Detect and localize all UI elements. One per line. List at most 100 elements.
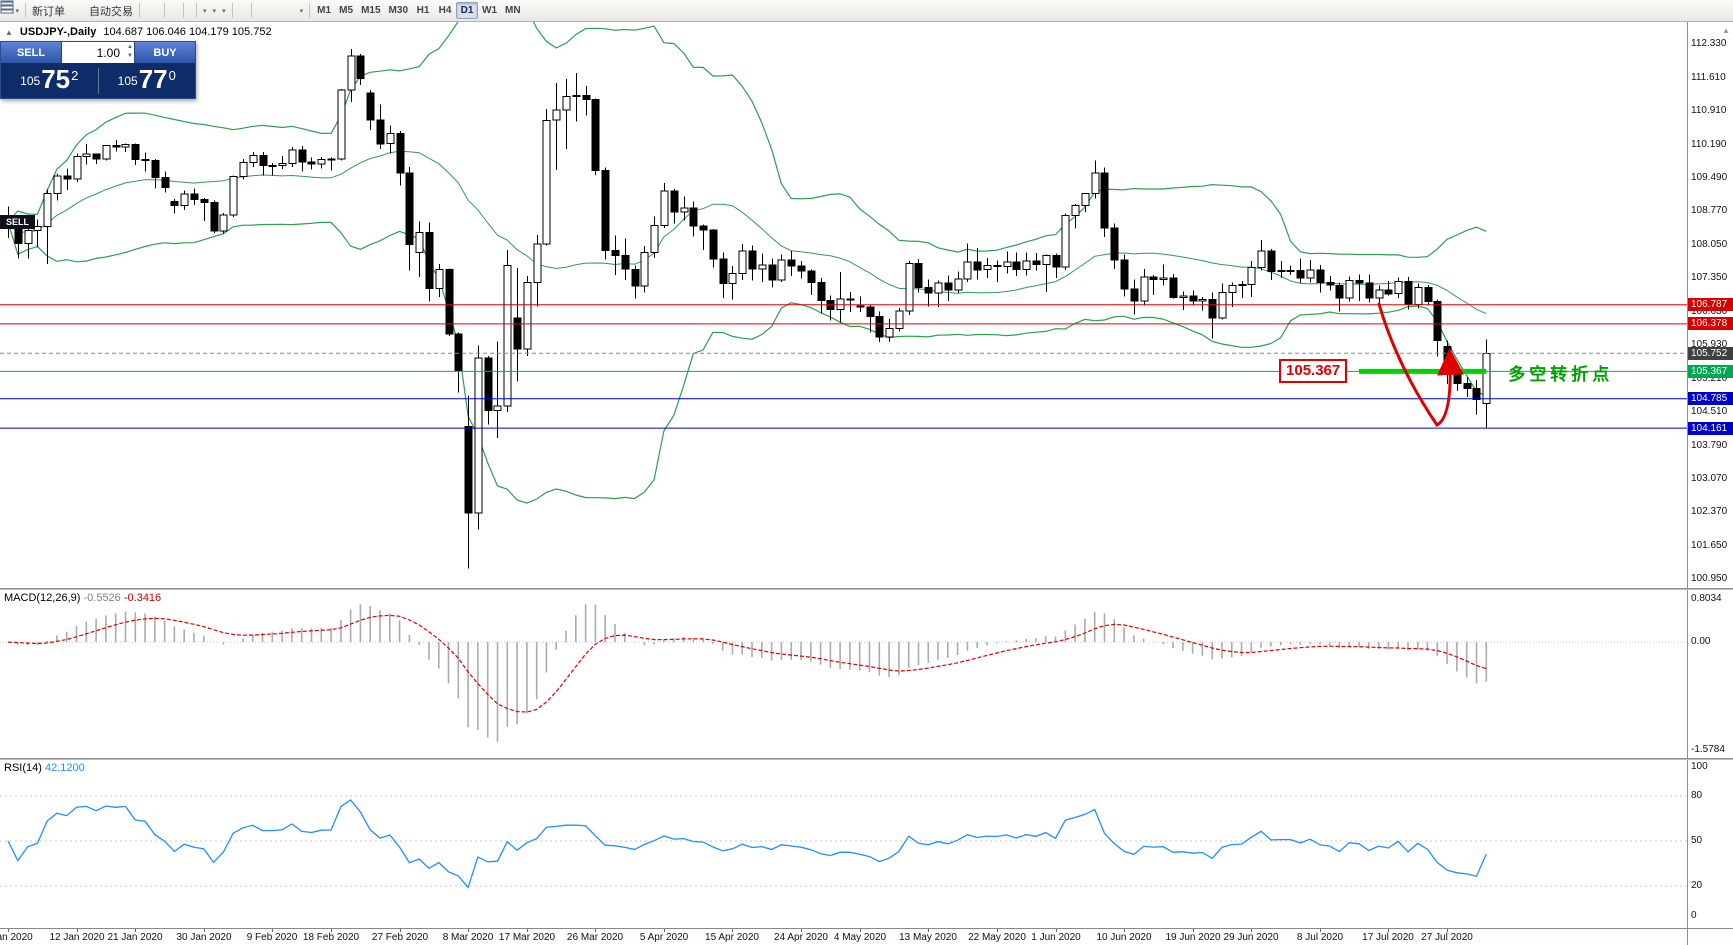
date-tick-mark bbox=[204, 929, 205, 932]
zoom-out-button[interactable] bbox=[1, 1, 180, 20]
winlist-icon bbox=[0, 1, 14, 14]
rsi-value: 42.1200 bbox=[44, 762, 85, 774]
auto-trading-button[interactable]: 自动交易 bbox=[2, 1, 136, 20]
buy-price-pips: 77 bbox=[138, 64, 168, 94]
timeframe-h1-button[interactable]: H1 bbox=[416, 5, 430, 16]
buy-price[interactable]: 105 77 0 bbox=[99, 66, 196, 95]
periods-button[interactable]: ▾ bbox=[1, 1, 220, 20]
date-tick-mark bbox=[860, 929, 861, 932]
timeframe-d1-button[interactable]: D1 bbox=[456, 2, 478, 19]
timeframe-h4-button[interactable]: H4 bbox=[438, 5, 452, 16]
toolbar-separator bbox=[250, 3, 252, 18]
date-tick-mark bbox=[1193, 929, 1194, 932]
macd-panel: MACD(12,26,9) -0.5526 -0.3416 0.8034 0.0… bbox=[0, 590, 1733, 758]
volume-spinner-icon[interactable]: ▲ ▼ bbox=[127, 44, 133, 59]
date-tick-mark bbox=[1056, 929, 1057, 932]
price-tick: 108.050 bbox=[1691, 239, 1728, 251]
buy-button[interactable]: BUY bbox=[135, 42, 195, 63]
date-label: 1 Jun 2020 bbox=[1031, 932, 1081, 943]
bollinger-middle-band bbox=[7, 150, 1487, 315]
date-tick-mark bbox=[331, 929, 332, 932]
crosshair-button[interactable] bbox=[1, 1, 248, 20]
date-tick-mark bbox=[8, 929, 9, 932]
horizontal-line-button[interactable] bbox=[1, 1, 267, 20]
rsi-axis[interactable]: 100 80 50 20 0 bbox=[1687, 760, 1733, 928]
date-tick-mark bbox=[400, 929, 401, 932]
date-tick-mark bbox=[732, 929, 733, 932]
auto-trading-label: 自动交易 bbox=[89, 5, 134, 18]
price-tick: 103.790 bbox=[1691, 439, 1728, 451]
one-click-collapse-icon[interactable]: ▲ bbox=[5, 27, 13, 37]
price-tag-red: 106.378 bbox=[1688, 317, 1733, 331]
dropdown-arrow-icon: ▾ bbox=[222, 7, 226, 15]
window-list-button[interactable] bbox=[0, 1, 1730, 20]
new-order-button[interactable]: 新订单 bbox=[1, 0, 68, 20]
axis-scroll-up-icon[interactable]: ▲ bbox=[1722, 26, 1730, 35]
panel-splitter[interactable] bbox=[0, 588, 1733, 590]
sell-price[interactable]: 105 75 2 bbox=[1, 66, 98, 95]
date-label: 22 May 2020 bbox=[968, 932, 1026, 943]
timeframe-m30-button[interactable]: M30 bbox=[388, 5, 408, 16]
line-chart-mode-button[interactable] bbox=[0, 1, 161, 20]
pivot-annotation-text[interactable]: 多空转折点 bbox=[1508, 365, 1614, 385]
cursor-button[interactable] bbox=[4, 1, 242, 20]
timeframe-m5-button[interactable]: M5 bbox=[339, 5, 354, 16]
date-tick-mark bbox=[135, 929, 136, 932]
date-label: 5 Apr 2020 bbox=[639, 932, 689, 943]
macd-main-value: -0.5526 bbox=[83, 592, 121, 604]
timeframe-mn-button[interactable]: MN bbox=[505, 5, 521, 16]
toolbar-separator bbox=[183, 3, 185, 18]
rsi-plot[interactable]: RSI(14) 42.1200 bbox=[0, 760, 1687, 928]
date-label: 26 Mar 2020 bbox=[566, 932, 624, 943]
date-tick-mark bbox=[997, 929, 998, 932]
ohlc-values: 104.687 106.046 104.179 105.752 bbox=[103, 26, 272, 38]
templates-button[interactable]: ▾ bbox=[1, 1, 229, 20]
timeframe-m15-button[interactable]: M15 bbox=[361, 5, 381, 16]
date-tick-mark bbox=[664, 929, 665, 932]
panel-splitter[interactable] bbox=[0, 758, 1733, 760]
main-chart-canvas[interactable] bbox=[0, 22, 1687, 588]
draw-tools-button[interactable] bbox=[1, 1, 1722, 20]
time-axis-corner bbox=[1687, 929, 1733, 945]
macd-axis[interactable]: 0.8034 0.00 -1.5784 bbox=[1687, 590, 1733, 758]
macd-signal-value: -0.3416 bbox=[123, 592, 162, 604]
tile-windows-button[interactable] bbox=[0, 0, 193, 20]
text-button[interactable]: A bbox=[3, 1, 291, 20]
price-divider bbox=[97, 67, 99, 94]
timeframe-w1-button[interactable]: W1 bbox=[482, 5, 497, 16]
text-label-button[interactable]: T bbox=[4, 1, 297, 20]
sell-button[interactable]: SELL bbox=[1, 42, 61, 63]
date-tick-mark bbox=[801, 929, 802, 932]
macd-canvas[interactable] bbox=[0, 590, 1687, 758]
price-tick: 102.370 bbox=[1691, 506, 1728, 518]
date-label: 27 Jul 2020 bbox=[1421, 932, 1473, 943]
pivot-price-label[interactable]: 105.367 bbox=[1279, 359, 1348, 384]
trendline-button[interactable] bbox=[0, 0, 273, 20]
price-tick: 110.910 bbox=[1691, 104, 1727, 116]
macd-scale-zero: 0.00 bbox=[1691, 636, 1711, 648]
indicators-list-button[interactable]: ▾ bbox=[2, 1, 210, 20]
fibonacci-retracement-button[interactable] bbox=[1, 1, 285, 20]
price-axis[interactable]: ▲ 112.330 111.610 110.910 110.190 109.490 108… bbox=[1687, 22, 1733, 588]
price-tick: 110.190 bbox=[1691, 138, 1727, 150]
date-label: 17 Jul 2020 bbox=[1362, 932, 1414, 943]
main-chart-plot[interactable]: ▲ USDJPY-,Daily 104.687 106.046 104.179 … bbox=[0, 22, 1687, 588]
date-label: 24 Apr 2020 bbox=[774, 932, 828, 943]
volume-input[interactable] bbox=[62, 42, 134, 63]
macd-histogram bbox=[16, 604, 1488, 742]
macd-plot[interactable]: MACD(12,26,9) -0.5526 -0.3416 bbox=[0, 590, 1687, 758]
price-tag-red: 106.787 bbox=[1688, 298, 1733, 312]
macd-scale-bottom: -1.5784 bbox=[1691, 744, 1725, 755]
rsi-panel: RSI(14) 42.1200 100 80 50 20 0 bbox=[0, 760, 1733, 928]
date-label: 2 Jan 2020 bbox=[0, 932, 33, 943]
equidistant-channel-button[interactable] bbox=[0, 0, 279, 20]
symbol-period-label: USDJPY-,Daily bbox=[19, 26, 97, 38]
date-label: 30 Jan 2020 bbox=[176, 932, 232, 943]
rsi-canvas[interactable] bbox=[0, 760, 1687, 928]
vertical-line-button[interactable] bbox=[4, 1, 261, 20]
date-label: 21 Jan 2020 bbox=[107, 932, 163, 943]
timeframe-m1-button[interactable]: M1 bbox=[317, 5, 332, 16]
arrow-objects-button[interactable]: ▾ bbox=[3, 1, 307, 20]
trend-arrow-annotation[interactable] bbox=[1377, 302, 1465, 427]
